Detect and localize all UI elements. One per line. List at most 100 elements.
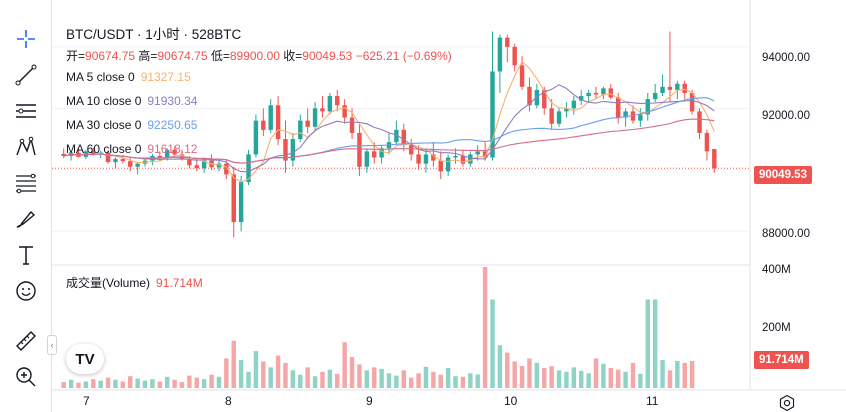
volume-bar bbox=[61, 382, 66, 388]
ruler-tool[interactable] bbox=[10, 326, 42, 356]
volume-bar bbox=[601, 363, 606, 388]
ma10-legend[interactable]: MA 10 close 0 91930.34 bbox=[66, 94, 197, 108]
candle-body bbox=[283, 139, 288, 161]
candle-body bbox=[445, 157, 451, 172]
candle-body bbox=[364, 151, 370, 167]
volume-bar bbox=[630, 362, 636, 388]
low-label: 低= bbox=[210, 49, 230, 63]
ma30-legend[interactable]: MA 30 close 0 92250.65 bbox=[66, 118, 197, 132]
volume-bar bbox=[416, 373, 421, 388]
volume-bar bbox=[638, 373, 643, 388]
volume-tag: 91.714M bbox=[754, 351, 809, 369]
candle-body bbox=[549, 108, 554, 124]
ma5-legend[interactable]: MA 5 close 0 91327.15 bbox=[66, 70, 191, 84]
candle-body bbox=[431, 154, 436, 161]
candle-body bbox=[349, 117, 355, 133]
x-tick-10: 10 bbox=[504, 394, 518, 408]
volume-bar bbox=[68, 379, 74, 388]
volume-bar bbox=[534, 362, 540, 388]
candle-body bbox=[460, 155, 466, 164]
crosshair-tool[interactable] bbox=[10, 24, 42, 54]
candle-body bbox=[342, 105, 347, 118]
tradingview-logo[interactable]: TV bbox=[66, 344, 104, 374]
toolbar-collapse-button[interactable]: ‹ bbox=[47, 335, 57, 355]
volume-bar bbox=[571, 367, 577, 388]
candle-body bbox=[519, 65, 525, 87]
trend-line-tool[interactable] bbox=[10, 60, 42, 90]
candle-body bbox=[482, 151, 488, 158]
candle-body bbox=[423, 154, 429, 164]
candle-body bbox=[608, 88, 614, 98]
open-label: 开= bbox=[66, 49, 86, 63]
candle-body bbox=[394, 129, 399, 143]
volume-bar bbox=[364, 370, 370, 388]
candle-body bbox=[675, 83, 680, 90]
volume-bar bbox=[298, 374, 303, 388]
volume-bar bbox=[682, 362, 687, 388]
volume-bar bbox=[268, 367, 273, 388]
candle-body bbox=[601, 88, 606, 95]
zoom-tool[interactable] bbox=[10, 362, 42, 392]
candle-body bbox=[246, 154, 251, 183]
volume-bar bbox=[386, 373, 392, 388]
volume-bar bbox=[283, 362, 288, 388]
settings-gear-icon[interactable] bbox=[778, 394, 796, 412]
trend-line-icon bbox=[15, 64, 37, 86]
candle-body bbox=[689, 92, 695, 112]
volume-bar bbox=[438, 374, 443, 388]
volume-bar bbox=[120, 381, 126, 388]
x-tick-8: 8 bbox=[225, 394, 232, 408]
volume-bar bbox=[312, 376, 318, 388]
volume-label: 成交量(Volume) bbox=[66, 276, 151, 290]
ma60-legend[interactable]: MA 60 close 0 91618.12 bbox=[66, 142, 197, 156]
ma30-value: 92250.65 bbox=[147, 118, 198, 132]
tradingview-logo-icon: TV bbox=[75, 350, 95, 368]
volume-bar bbox=[91, 379, 96, 388]
volume-bar bbox=[490, 299, 495, 388]
volume-bar bbox=[645, 299, 650, 388]
volume-legend[interactable]: 成交量(Volume) 91.714M bbox=[66, 274, 203, 291]
volume-bar bbox=[667, 370, 673, 388]
brush-icon bbox=[16, 210, 36, 228]
candle-body bbox=[638, 114, 643, 121]
price-tick-92000: 92000.00 bbox=[762, 110, 810, 122]
volume-bar bbox=[408, 377, 414, 388]
volume-bar bbox=[652, 299, 658, 388]
candle-body bbox=[542, 89, 547, 109]
horizontal-lines-tool[interactable] bbox=[10, 96, 42, 126]
volume-bar bbox=[98, 380, 103, 388]
candle-body bbox=[113, 159, 118, 163]
candle-body bbox=[712, 149, 717, 169]
volume-bar bbox=[357, 364, 362, 388]
text-tool[interactable] bbox=[10, 240, 42, 270]
candle-body bbox=[224, 163, 229, 175]
price-tick-88000: 88000.00 bbox=[762, 228, 810, 240]
candle-body bbox=[379, 148, 384, 158]
candle-body bbox=[268, 105, 273, 130]
pattern-tool[interactable] bbox=[10, 132, 42, 162]
volume-bar bbox=[379, 368, 384, 388]
volume-bar bbox=[105, 377, 111, 388]
brush-tool[interactable] bbox=[10, 204, 42, 234]
ohlc-legend: 开=90674.75 高=90674.75 低=89900.00 收=90049… bbox=[66, 47, 452, 64]
candle-body bbox=[172, 149, 177, 155]
ma5-value: 91327.15 bbox=[140, 70, 191, 84]
emoji-tool[interactable] bbox=[10, 276, 42, 306]
volume-tick-400m: 400M bbox=[762, 264, 791, 276]
low-value: 89900.00 bbox=[229, 49, 280, 63]
fib-tool[interactable] bbox=[10, 168, 42, 198]
candle-body bbox=[512, 46, 517, 66]
candle-body bbox=[416, 154, 421, 164]
candle-body bbox=[408, 145, 414, 155]
text-icon bbox=[19, 246, 33, 265]
ma5-label: MA 5 close 0 bbox=[66, 70, 135, 84]
symbol-title[interactable]: BTC/USDT · 1小时 · 528BTC bbox=[66, 27, 242, 42]
volume-bar bbox=[505, 352, 510, 388]
candle-body bbox=[91, 151, 96, 155]
candle-body bbox=[556, 111, 562, 124]
candle-body bbox=[401, 129, 407, 146]
x-tick-11: 11 bbox=[646, 394, 659, 408]
volume-bar bbox=[253, 351, 259, 388]
candle-body bbox=[564, 108, 569, 112]
